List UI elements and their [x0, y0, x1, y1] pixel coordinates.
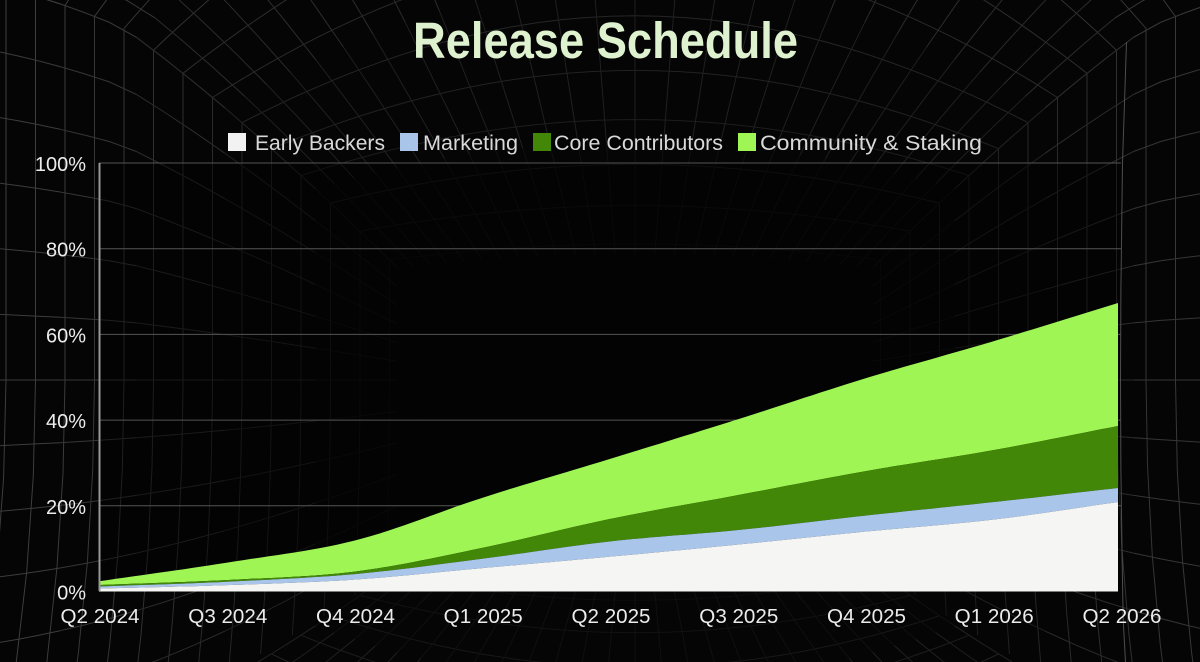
svg-text:Q3 2024: Q3 2024 — [188, 606, 267, 628]
svg-text:Q1 2026: Q1 2026 — [955, 606, 1034, 628]
svg-text:Q3 2025: Q3 2025 — [699, 606, 778, 628]
svg-text:60%: 60% — [46, 325, 86, 347]
svg-text:Marketing: Marketing — [423, 132, 518, 155]
svg-text:Core Contributors: Core Contributors — [554, 132, 723, 155]
svg-text:40%: 40% — [46, 411, 86, 433]
svg-text:80%: 80% — [46, 240, 86, 262]
svg-text:Q1 2025: Q1 2025 — [444, 606, 523, 628]
svg-text:Q4 2024: Q4 2024 — [316, 606, 395, 628]
svg-text:20%: 20% — [46, 497, 86, 519]
svg-text:Q2 2025: Q2 2025 — [572, 606, 651, 628]
svg-text:Q4 2025: Q4 2025 — [827, 606, 906, 628]
svg-text:Community & Staking: Community & Staking — [760, 132, 982, 155]
svg-text:Early Backers: Early Backers — [255, 132, 385, 155]
svg-text:Q2 2026: Q2 2026 — [1083, 606, 1162, 628]
svg-text:0%: 0% — [57, 583, 86, 605]
svg-text:100%: 100% — [35, 154, 86, 176]
svg-text:Q2 2024: Q2 2024 — [61, 606, 140, 628]
svg-text:Release Schedule: Release Schedule — [413, 12, 798, 69]
